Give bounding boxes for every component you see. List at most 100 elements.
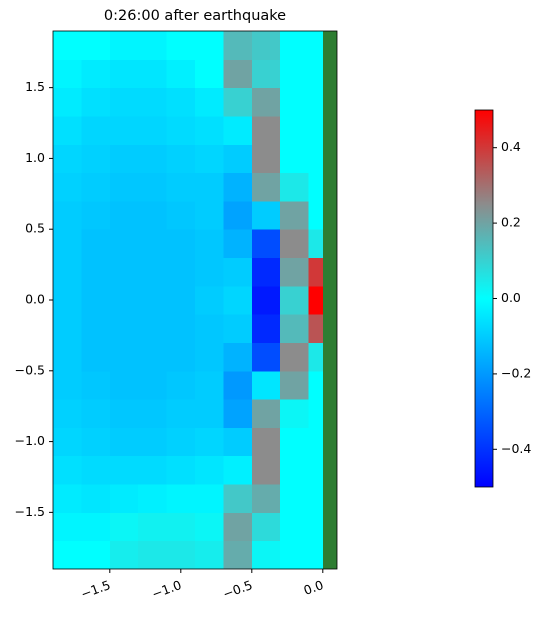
heatmap-cell xyxy=(109,87,139,117)
heatmap-cell xyxy=(166,31,196,60)
y-tick-label: −1.0 xyxy=(15,433,45,448)
heatmap-cell xyxy=(81,285,111,315)
heatmap-cell xyxy=(166,455,196,485)
heatmap-cell xyxy=(166,257,196,287)
colorbar xyxy=(474,109,494,488)
heatmap-cell xyxy=(166,512,196,542)
heatmap-cell xyxy=(223,455,253,485)
heatmap-cell xyxy=(166,115,196,145)
heatmap-cell xyxy=(280,200,310,230)
heatmap-cell xyxy=(280,285,310,315)
chart-title: 0:26:00 after earthquake xyxy=(104,8,286,24)
heatmap-cell xyxy=(223,144,253,174)
heatmap-cell xyxy=(251,257,281,287)
heatmap-cell xyxy=(109,172,139,202)
heatmap-cell xyxy=(138,512,168,542)
x-tick-label: −0.5 xyxy=(221,577,255,601)
heatmap-cell xyxy=(81,455,111,485)
heatmap-cell xyxy=(138,484,168,513)
heatmap-cell xyxy=(109,427,139,457)
heatmap-cell xyxy=(195,314,224,343)
heatmap-cell xyxy=(251,484,281,513)
heatmap-cell xyxy=(109,540,139,569)
heatmap-cell xyxy=(81,115,111,145)
heatmap-cell xyxy=(109,399,139,428)
heatmap-cell xyxy=(166,87,196,117)
heatmap-cell xyxy=(195,31,224,60)
heatmap-cell xyxy=(280,455,310,485)
heatmap-cell xyxy=(251,87,281,117)
heatmap-cell xyxy=(138,540,168,569)
colorbar-tick-label: 0.0 xyxy=(501,290,521,305)
heatmap-cell xyxy=(195,399,224,428)
heatmap-cell xyxy=(138,229,168,259)
heatmap-cell xyxy=(53,484,82,513)
heatmap-cell xyxy=(195,172,224,202)
heatmap-cell xyxy=(223,31,253,60)
heatmap-cell xyxy=(195,59,224,89)
heatmap-cell xyxy=(251,427,281,457)
heatmap-cell xyxy=(53,427,82,457)
heatmap-cell xyxy=(251,455,281,485)
colorbar-tick-label: −0.4 xyxy=(501,441,531,456)
heatmap-cell xyxy=(280,484,310,513)
heatmap-cell xyxy=(138,200,168,230)
heatmap-cell xyxy=(53,314,82,343)
heatmap-cell xyxy=(251,200,281,230)
heatmap-cell xyxy=(251,31,281,60)
heatmap-cell xyxy=(53,229,82,259)
heatmap-cell xyxy=(81,31,111,60)
heatmap-cell xyxy=(81,59,111,89)
heatmap-cell xyxy=(195,427,224,457)
heatmap-cell xyxy=(53,370,82,400)
heatmap-cell xyxy=(53,285,82,315)
heatmap-cell xyxy=(195,484,224,513)
heatmap-cell xyxy=(280,229,310,259)
heatmap-cell xyxy=(81,342,111,372)
heatmap-cell xyxy=(223,172,253,202)
heatmap-cell xyxy=(223,342,253,372)
heatmap-cell xyxy=(109,512,139,542)
heatmap-cell xyxy=(81,200,111,230)
heatmap-cell xyxy=(53,342,82,372)
heatmap-cell xyxy=(81,427,111,457)
heatmap-cell xyxy=(251,285,281,315)
heatmap-cell xyxy=(53,540,82,569)
colorbar-tick-label: 0.4 xyxy=(501,139,521,154)
heatmap-cell xyxy=(223,370,253,400)
heatmap-cell xyxy=(109,115,139,145)
heatmap-cell xyxy=(81,87,111,117)
heatmap-cell xyxy=(53,200,82,230)
heatmap-cell xyxy=(280,115,310,145)
heatmap-cell xyxy=(138,144,168,174)
heatmap-cell xyxy=(53,59,82,89)
y-tick-label: −1.5 xyxy=(15,504,45,519)
heatmap-cell xyxy=(251,115,281,145)
heatmap-cell xyxy=(195,200,224,230)
heatmap-cell xyxy=(109,31,139,60)
heatmap-cell xyxy=(166,200,196,230)
heatmap-cell xyxy=(109,370,139,400)
heatmap-cell xyxy=(138,427,168,457)
heatmap-cell xyxy=(109,144,139,174)
heatmap-cell xyxy=(109,342,139,372)
heatmap-cell xyxy=(251,540,281,569)
heatmap-cell xyxy=(166,229,196,259)
heatmap-cell xyxy=(195,455,224,485)
heatmap-cell xyxy=(223,87,253,117)
heatmap-cell xyxy=(166,144,196,174)
heatmap-cell xyxy=(138,314,168,343)
heatmap-cell xyxy=(223,115,253,145)
heatmap-cell xyxy=(280,399,310,428)
heatmap-cell xyxy=(251,59,281,89)
heatmap-cell xyxy=(109,455,139,485)
heatmap-cell xyxy=(223,512,253,542)
heatmap-cell xyxy=(53,115,82,145)
heatmap-cell xyxy=(166,370,196,400)
heatmap-cell xyxy=(223,229,253,259)
heatmap-cell xyxy=(53,455,82,485)
heatmap-cell xyxy=(223,540,253,569)
heatmap-cell xyxy=(53,144,82,174)
heatmap-cell xyxy=(53,87,82,117)
heatmap-cell xyxy=(195,512,224,542)
